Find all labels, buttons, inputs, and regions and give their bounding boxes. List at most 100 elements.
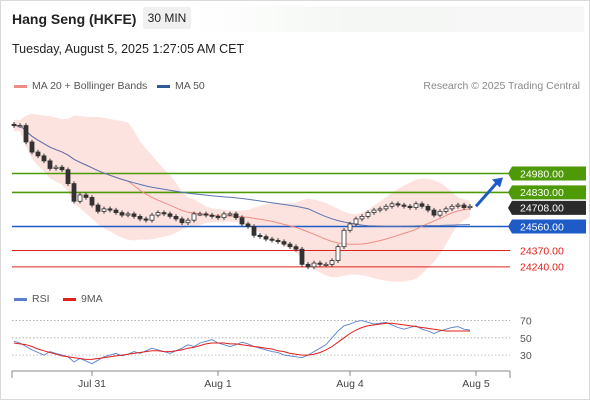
candle-body: [365, 212, 371, 217]
candle-body: [293, 246, 299, 250]
candle-body: [437, 210, 443, 216]
candle-body: [119, 212, 125, 216]
candle-body: [431, 209, 437, 216]
level-label-box: [508, 185, 586, 200]
candle-body: [179, 218, 185, 224]
timestamp: Tuesday, August 5, 2025 1:27:05 AM CET: [12, 42, 245, 56]
ma50-swatch: [157, 84, 170, 88]
legend-ma50: MA 50: [157, 80, 205, 92]
candle-body: [197, 213, 203, 216]
candle-body: [83, 194, 89, 198]
x-tick-label: Aug 4: [336, 378, 364, 390]
candle-body: [35, 151, 41, 157]
rsi-level-label: 50: [520, 333, 532, 345]
candle-body: [155, 212, 161, 216]
level-label-24560.00: 24560.00: [520, 221, 564, 233]
candle-body: [209, 214, 215, 217]
candle-body: [173, 215, 179, 220]
candle-body: [395, 203, 401, 206]
candle-body: [11, 123, 17, 126]
candle-body: [467, 205, 473, 208]
candle-body: [167, 213, 173, 217]
level-label-24708.00: 24708.00: [520, 203, 564, 215]
x-tick-label: Aug 5: [462, 378, 490, 390]
candle-body: [305, 263, 311, 268]
candle-body: [113, 209, 119, 214]
candle-body: [95, 204, 101, 212]
candle-body: [335, 246, 341, 261]
candle-body: [77, 194, 83, 202]
candle-body: [41, 155, 47, 162]
rsi-line: [13, 320, 471, 365]
rsi-level-label: 70: [520, 316, 532, 328]
rsi-legend-label: RSI: [32, 293, 50, 305]
candle-body: [131, 213, 137, 217]
candle-body: [377, 208, 383, 211]
candle-body: [17, 125, 23, 128]
ma50-legend-label: MA 50: [175, 80, 205, 92]
candle-body: [353, 218, 359, 225]
level-label-box: [508, 166, 586, 181]
candle-body: [47, 160, 53, 169]
ma20-swatch: [14, 84, 27, 88]
candle-body: [107, 208, 113, 211]
level-label-box: [508, 200, 586, 215]
candle-body: [449, 205, 455, 210]
candle-body: [221, 213, 227, 219]
candle-body: [443, 208, 449, 212]
candle-body: [59, 166, 65, 171]
candle-body: [329, 260, 335, 265]
header-banner: [194, 6, 584, 32]
candle-body: [65, 169, 71, 185]
x-tick-label: Jul 31: [78, 378, 106, 390]
candle-body: [419, 203, 425, 207]
candle-body: [281, 241, 287, 245]
candle-body: [389, 203, 395, 207]
level-label-24370.00: 24370.00: [520, 245, 564, 257]
candle-body: [401, 204, 407, 207]
level-label-24240.00: 24240.00: [520, 262, 564, 274]
candle-body: [185, 219, 191, 224]
candle-body: [311, 262, 317, 268]
candle-body: [317, 262, 323, 265]
candle-body: [251, 226, 257, 236]
bollinger-band: [14, 113, 470, 282]
candle-body: [125, 213, 131, 216]
candle-body: [383, 205, 389, 210]
candle-body: [53, 166, 59, 169]
candle-body: [263, 236, 269, 240]
candle-body: [137, 215, 143, 220]
rsi-swatch: [14, 297, 27, 301]
level-label-24980.00: 24980.00: [520, 168, 564, 180]
credit-text: Research © 2025 Trading Central: [423, 80, 580, 92]
candle-body: [71, 183, 77, 202]
candle-body: [269, 238, 275, 241]
candle-body: [275, 239, 281, 243]
projection-arrowhead: [492, 177, 503, 188]
candle-body: [287, 243, 293, 248]
timeframe-button[interactable]: 30 MIN: [143, 7, 191, 29]
candle-body: [371, 209, 377, 214]
chart-header: Hang Seng (HKFE) 30 MIN: [0, 0, 590, 34]
candle-body: [413, 203, 419, 208]
legend-rsi: RSI: [14, 293, 50, 305]
candle-body: [101, 208, 107, 212]
ma20-legend-label: MA 20 + Bollinger Bands: [32, 80, 148, 92]
candle-body: [257, 234, 263, 237]
ma9-swatch: [63, 297, 76, 301]
candle-body: [227, 213, 233, 216]
legend-9ma: 9MA: [63, 293, 103, 305]
level-label-24830.00: 24830.00: [520, 187, 564, 199]
candle-body: [149, 214, 155, 221]
candle-body: [239, 217, 245, 225]
candle-body: [323, 263, 329, 266]
level-label-box: [508, 219, 586, 234]
candle-body: [203, 213, 209, 216]
candle-body: [233, 213, 239, 219]
candle-body: [245, 223, 251, 227]
candle-body: [23, 125, 29, 143]
candle-body: [347, 223, 353, 231]
ma50-line: [14, 125, 471, 227]
candle-body: [341, 229, 347, 248]
